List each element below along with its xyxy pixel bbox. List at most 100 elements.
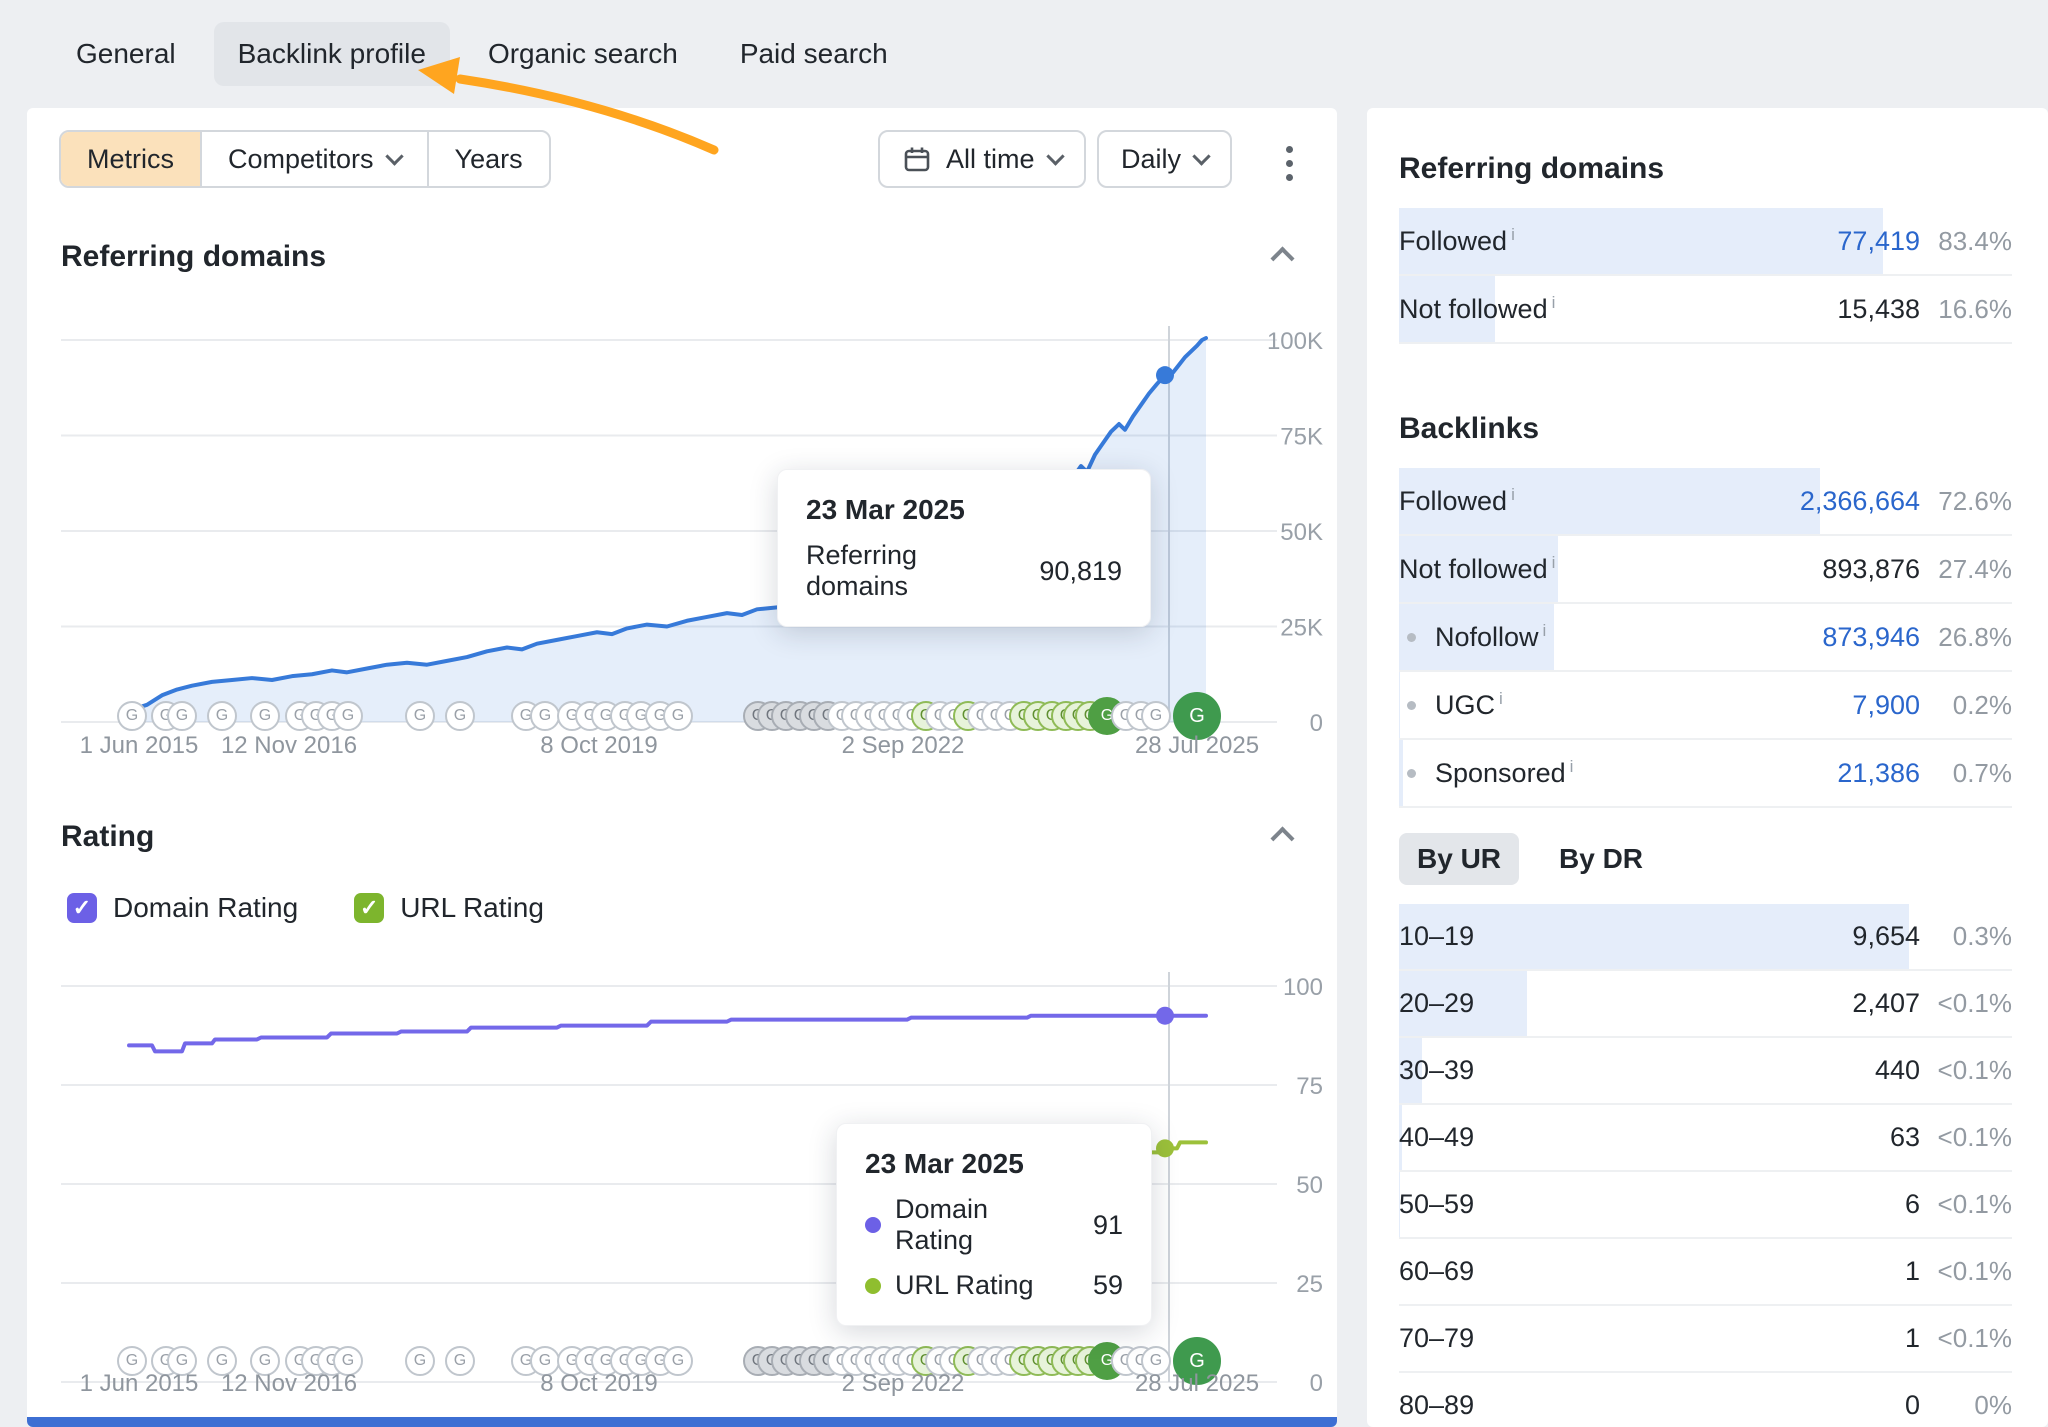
next-chart-edge bbox=[27, 1417, 1337, 1427]
nav-tabs: General Backlink profile Organic search Pai… bbox=[0, 0, 2048, 108]
nav-tab-general[interactable]: General bbox=[76, 38, 176, 69]
chart-tooltip: 23 Mar 2025 Referring domains 90,819 bbox=[777, 469, 1151, 627]
row-bar bbox=[1399, 740, 1404, 806]
google-update-badge[interactable]: G bbox=[663, 1346, 693, 1376]
segment-metrics[interactable]: Metrics bbox=[61, 132, 200, 186]
nav-tab-backlink-profile[interactable]: Backlink profile bbox=[213, 22, 450, 86]
table-row-40-49[interactable]: 40–49 63 <0.1% bbox=[1399, 1105, 2012, 1172]
info-icon[interactable]: i bbox=[1551, 293, 1556, 312]
table-row-70-79[interactable]: 70–79 1 <0.1% bbox=[1399, 1306, 2012, 1373]
google-update-badge[interactable]: G bbox=[405, 1346, 435, 1376]
row-bar bbox=[1399, 604, 1555, 670]
row-bar bbox=[1399, 971, 1527, 1036]
tooltip-row: Referring domains 90,819 bbox=[806, 540, 1122, 602]
row-bar bbox=[1399, 536, 1558, 602]
table-row-not-followed[interactable]: Not followed i 15,438 16.6% bbox=[1399, 276, 2012, 344]
row-value[interactable]: 77,419 bbox=[1837, 225, 1920, 256]
row-label: 60–69 bbox=[1399, 1256, 1475, 1286]
google-update-badge[interactable]: G bbox=[1141, 701, 1171, 731]
google-update-badge[interactable]: G bbox=[445, 1346, 475, 1376]
google-update-badge[interactable]: G bbox=[445, 701, 475, 731]
more-options-button[interactable] bbox=[1272, 136, 1307, 191]
tooltip-value: 90,819 bbox=[1039, 555, 1122, 586]
tooltip-label: Referring domains bbox=[806, 540, 918, 601]
svg-text:100: 100 bbox=[1283, 974, 1323, 1001]
segment-label: Metrics bbox=[87, 143, 174, 174]
x-axis-label: 28 Jul 2025 bbox=[1134, 732, 1260, 759]
checkbox-checked-icon[interactable]: ✓ bbox=[354, 893, 385, 923]
nav-tab-organic-search[interactable]: Organic search bbox=[487, 38, 678, 69]
x-axis-label: 8 Oct 2019 bbox=[540, 1370, 658, 1397]
table-row-20-29[interactable]: 20–29 2,407 <0.1% bbox=[1399, 971, 2012, 1038]
legend-domain-rating[interactable]: ✓ Domain Rating bbox=[67, 892, 298, 924]
google-update-badge[interactable]: G bbox=[1141, 1346, 1171, 1376]
row-value[interactable]: 873,946 bbox=[1822, 621, 1920, 652]
table-row-50-59[interactable]: 50–59 6 <0.1% bbox=[1399, 1172, 2012, 1239]
table-row-nofollow[interactable]: Nofollow i 873,946 26.8% bbox=[1399, 604, 2012, 672]
tooltip-date: 23 Mar 2025 bbox=[865, 1148, 1024, 1179]
table-row-not-followed[interactable]: Not followed i 893,876 27.4% bbox=[1399, 536, 2012, 604]
google-update-badge[interactable]: G bbox=[117, 1346, 147, 1376]
info-icon[interactable]: i bbox=[1511, 485, 1515, 504]
segment-years[interactable]: Years bbox=[426, 132, 549, 186]
info-icon[interactable]: i bbox=[1499, 689, 1503, 708]
chevron-down-icon bbox=[1192, 146, 1211, 166]
google-update-badge[interactable]: G bbox=[1173, 692, 1221, 740]
table-row-followed[interactable]: Followed i 2,366,664 72.6% bbox=[1399, 468, 2012, 536]
referring-domains-chart-title: Referring domains bbox=[61, 240, 327, 273]
collapse-chevron-up-icon[interactable] bbox=[1270, 246, 1295, 271]
row-value[interactable]: 7,900 bbox=[1852, 689, 1920, 720]
svg-text:25K: 25K bbox=[1280, 615, 1323, 642]
tab-by-ur[interactable]: By UR bbox=[1399, 833, 1520, 885]
google-update-badge[interactable]: G bbox=[663, 701, 693, 731]
table-row-60-69[interactable]: 60–69 1 <0.1% bbox=[1399, 1239, 2012, 1306]
segment-competitors[interactable]: Competitors bbox=[200, 132, 427, 186]
google-update-badge[interactable]: G bbox=[167, 1346, 197, 1376]
row-bar bbox=[1399, 1038, 1423, 1103]
table-row-ugc[interactable]: UGC i 7,900 0.2% bbox=[1399, 672, 2012, 740]
info-icon[interactable]: i bbox=[1542, 621, 1547, 640]
checkbox-checked-icon[interactable]: ✓ bbox=[67, 893, 97, 923]
chart-tooltip: 23 Mar 2025 Domain Rating 91 URL Rating 59 bbox=[836, 1123, 1152, 1326]
info-icon[interactable]: i bbox=[1511, 225, 1515, 244]
google-update-badge[interactable]: G bbox=[250, 1346, 280, 1376]
legend-label: URL Rating bbox=[400, 892, 544, 923]
legend-url-rating[interactable]: ✓ URL Rating bbox=[354, 892, 544, 924]
table-row-followed[interactable]: Followed i 77,419 83.4% bbox=[1399, 208, 2012, 276]
google-update-badge[interactable]: G bbox=[250, 701, 280, 731]
backlinks-table: Followed i 2,366,664 72.6% Not followed i 893,… bbox=[1399, 468, 2012, 808]
table-row-80-89[interactable]: 80–89 0 0% bbox=[1399, 1373, 2012, 1427]
google-update-badge[interactable]: G bbox=[530, 701, 560, 731]
google-update-badge[interactable]: G bbox=[333, 701, 363, 731]
google-update-badge[interactable]: G bbox=[530, 1346, 560, 1376]
table-row-10-19[interactable]: 10–19 9,654 0.3% bbox=[1399, 904, 2012, 971]
table-row-sponsored[interactable]: Sponsored i 21,386 0.7% bbox=[1399, 740, 2012, 808]
date-range-button[interactable]: All time bbox=[878, 130, 1086, 188]
x-axis-label: 12 Nov 2016 bbox=[220, 732, 358, 759]
svg-text:0: 0 bbox=[1310, 710, 1323, 737]
google-update-badge[interactable]: G bbox=[207, 701, 237, 731]
nav-tab-paid-search[interactable]: Paid search bbox=[739, 38, 888, 69]
referring-domains-table: Followed i 77,419 83.4% Not followed i 15,438 1… bbox=[1399, 208, 2012, 344]
row-value[interactable]: 2,366,664 bbox=[1799, 485, 1920, 516]
rating-chart[interactable]: 100 75 50 25 0 bbox=[27, 958, 1337, 1398]
google-update-badge[interactable]: G bbox=[207, 1346, 237, 1376]
google-update-badge[interactable]: G bbox=[333, 1346, 363, 1376]
row-percent: <0.1% bbox=[1937, 1055, 2012, 1085]
info-icon[interactable]: i bbox=[1569, 757, 1574, 776]
x-axis-label: 28 Jul 2025 bbox=[1134, 1370, 1260, 1397]
row-value[interactable]: 21,386 bbox=[1837, 757, 1920, 788]
google-update-badge[interactable]: G bbox=[117, 701, 147, 731]
x-axis-labels: 1 Jun 2015 12 Nov 2016 8 Oct 2019 2 Sep 202… bbox=[27, 1370, 1337, 1398]
google-update-badge[interactable]: G bbox=[405, 701, 435, 731]
granularity-button[interactable]: Daily bbox=[1097, 130, 1233, 188]
collapse-chevron-up-icon[interactable] bbox=[1270, 826, 1295, 851]
table-row-30-39[interactable]: 30–39 440 <0.1% bbox=[1399, 1038, 2012, 1105]
row-bar bbox=[1399, 1105, 1403, 1170]
google-update-badge[interactable]: G bbox=[167, 701, 197, 731]
svg-text:25: 25 bbox=[1296, 1271, 1323, 1298]
tab-by-dr[interactable]: By DR bbox=[1559, 843, 1644, 874]
granularity-label: Daily bbox=[1121, 143, 1182, 174]
info-icon[interactable]: i bbox=[1551, 553, 1556, 572]
google-update-badge[interactable]: G bbox=[1173, 1337, 1221, 1385]
